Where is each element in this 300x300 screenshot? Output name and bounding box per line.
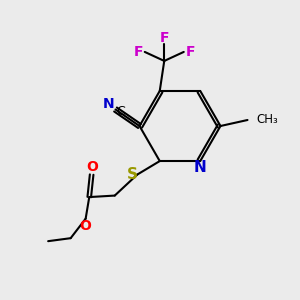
Text: F: F (160, 31, 169, 45)
Text: O: O (86, 160, 98, 174)
Text: S: S (127, 167, 138, 182)
Text: F: F (134, 45, 143, 59)
Text: N: N (103, 97, 115, 111)
Text: F: F (186, 45, 195, 59)
Text: C: C (116, 105, 125, 118)
Text: N: N (194, 160, 207, 175)
Text: CH₃: CH₃ (256, 113, 278, 126)
Text: O: O (79, 219, 91, 233)
